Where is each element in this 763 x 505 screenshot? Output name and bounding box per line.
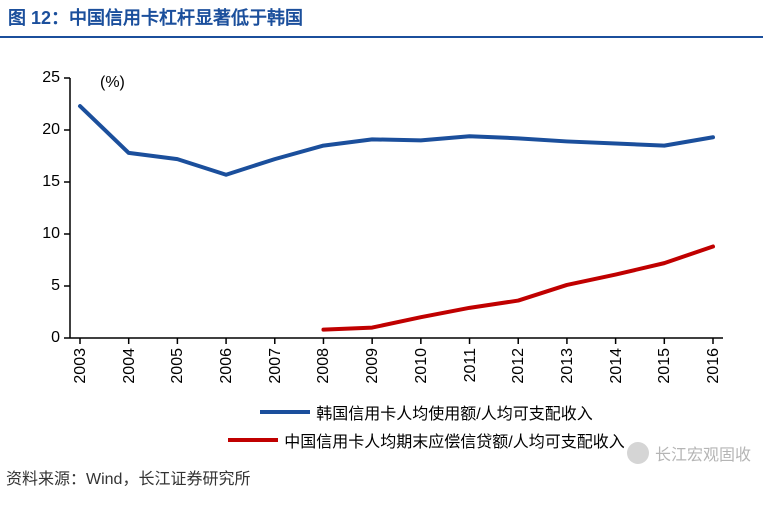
x-tick-label: 2012 bbox=[510, 348, 528, 384]
chart-container: 0 5 10 15 20 25 (%) 2003 2004 2005 2006 2007 2008 200… bbox=[20, 68, 743, 418]
y-tick-label: 5 bbox=[20, 277, 60, 295]
x-tick-label: 2016 bbox=[705, 348, 723, 384]
figure-title: 图 12：中国信用卡杠杆显著低于韩国 bbox=[8, 8, 303, 28]
source-text: 资料来源：Wind，长江证券研究所 bbox=[6, 465, 250, 489]
x-tick-label: 2015 bbox=[656, 348, 674, 384]
y-tick-label: 10 bbox=[20, 225, 60, 243]
x-tick-label: 2006 bbox=[218, 348, 236, 384]
x-tick-label: 2003 bbox=[72, 348, 90, 384]
series-line bbox=[323, 246, 713, 329]
legend-label: 中国信用卡人均期末应偿信贷额/人均可支配收入 bbox=[284, 428, 624, 452]
unit-label: (%) bbox=[100, 74, 125, 92]
x-tick-label: 2005 bbox=[169, 348, 187, 384]
legend-item: 中国信用卡人均期末应偿信贷额/人均可支配收入 bbox=[228, 428, 624, 452]
series-line bbox=[80, 106, 713, 175]
watermark-logo bbox=[627, 442, 649, 464]
legend-item: 韩国信用卡人均使用额/人均可支配收入 bbox=[260, 400, 592, 424]
watermark-text: 长江宏观固收 bbox=[655, 441, 751, 465]
x-tick-label: 2010 bbox=[413, 348, 431, 384]
x-tick-label: 2011 bbox=[462, 348, 480, 382]
y-tick-label: 0 bbox=[20, 329, 60, 347]
plot-area bbox=[70, 78, 723, 338]
figure-title-bar: 图 12：中国信用卡杠杆显著低于韩国 bbox=[0, 0, 763, 38]
line-chart-svg bbox=[70, 78, 723, 338]
legend-swatch bbox=[228, 438, 278, 442]
legend-label: 韩国信用卡人均使用额/人均可支配收入 bbox=[316, 400, 592, 424]
y-tick-label: 25 bbox=[20, 69, 60, 87]
x-tick-label: 2008 bbox=[315, 348, 333, 384]
legend-swatch bbox=[260, 410, 310, 414]
x-tick-label: 2004 bbox=[121, 348, 139, 384]
x-tick-label: 2014 bbox=[608, 348, 626, 384]
y-tick-label: 15 bbox=[20, 173, 60, 191]
x-tick-label: 2013 bbox=[559, 348, 577, 384]
x-tick-label: 2009 bbox=[364, 348, 382, 384]
watermark: 长江宏观固收 bbox=[627, 441, 751, 465]
y-tick-label: 20 bbox=[20, 121, 60, 139]
x-tick-label: 2007 bbox=[267, 348, 285, 384]
